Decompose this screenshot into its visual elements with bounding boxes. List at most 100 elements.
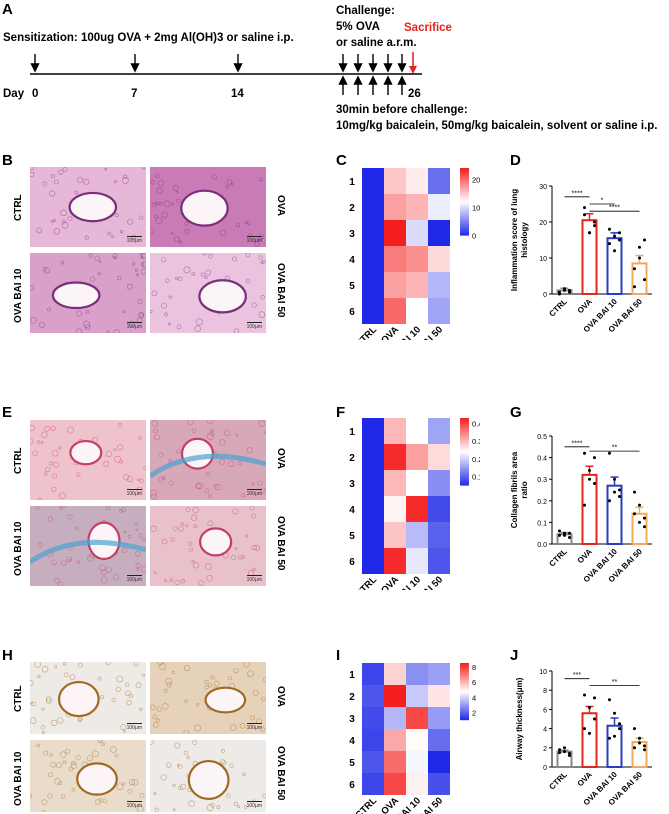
scale-bar: 100μm [246, 489, 262, 497]
data-point [613, 734, 616, 738]
x-tick-label: CTRL [547, 297, 569, 319]
x-tick-label: OVA [576, 297, 594, 315]
data-point [558, 748, 561, 752]
data-point [618, 727, 621, 731]
data-point [643, 748, 646, 752]
heatmap-cell [384, 220, 406, 246]
significance-label: **** [609, 205, 620, 212]
heatmap-cell [406, 444, 428, 470]
pretreatment-title: 30min before challenge: [336, 104, 468, 116]
heatmap-cell [384, 444, 406, 470]
heatmap-cell [428, 298, 450, 324]
data-point [613, 711, 616, 715]
heatmap-cell [384, 707, 406, 729]
data-point [613, 234, 616, 238]
heatmap-cell [428, 246, 450, 272]
heatmap-row-label: 5 [349, 758, 355, 769]
data-point [583, 503, 586, 507]
panel-label-h: H [2, 647, 13, 664]
y-tick-label: 6 [543, 707, 547, 714]
data-point [643, 238, 646, 242]
x-tick-label: CTRL [547, 547, 569, 569]
y-tick-label: 4 [543, 727, 547, 734]
heatmap-cell [428, 663, 450, 685]
data-point [638, 736, 641, 740]
heatmap-cell [428, 685, 450, 707]
injection-arrow [30, 54, 40, 73]
challenge-agent: 5% OVA [336, 21, 380, 33]
injection-arrow [338, 54, 348, 73]
y-axis-label: Airway thickness(μm) [515, 677, 524, 760]
y-tick-label: 0.4 [537, 456, 547, 463]
heatmap-cell [362, 663, 384, 685]
y-tick-label: 0 [543, 765, 547, 772]
heatmap-row-label: 1 [349, 177, 355, 188]
bar [581, 473, 598, 546]
y-tick-label: 10 [539, 669, 547, 676]
day-14: 14 [231, 88, 244, 100]
sacrifice-arrow [409, 52, 417, 74]
scale-bar: 100μm [246, 322, 262, 330]
heatmap-row-label: 1 [349, 427, 355, 438]
significance-label: **** [572, 190, 583, 197]
data-point [643, 744, 646, 748]
data-point [563, 531, 566, 535]
heatmap-row-label: 3 [349, 229, 355, 240]
y-tick-label: 0.5 [537, 434, 547, 441]
colorbar-tick: 10 [472, 203, 480, 212]
heatmap-cell [362, 298, 384, 324]
he-stain-micrograph-ctrl: 100μm [30, 167, 146, 247]
masson-stain-micrograph-ctrl: 100μm [30, 420, 146, 500]
heatmap-col-label: OVA [379, 324, 401, 340]
heatmap-row-label: 5 [349, 281, 355, 292]
significance-label: ** [612, 679, 618, 686]
pretreatment-arrow [338, 75, 348, 95]
heatmap-cell [384, 685, 406, 707]
heatmap-cell [384, 751, 406, 773]
data-point [583, 213, 586, 217]
heatmap-cell [406, 194, 428, 220]
heatmap-cell [406, 751, 428, 773]
heatmap-cell [428, 548, 450, 574]
heatmap-cell [428, 496, 450, 522]
bar [581, 219, 598, 296]
significance-label: ** [612, 445, 618, 452]
panel-label-i: I [336, 647, 341, 664]
significance-label: * [601, 198, 604, 205]
scale-bar: 100μm [126, 489, 142, 497]
heatmap-cell [362, 685, 384, 707]
data-point [558, 292, 561, 296]
data-point [568, 752, 571, 756]
challenge-title: Challenge: [336, 5, 395, 17]
heatmap-cell [428, 194, 450, 220]
heatmap-cell [428, 729, 450, 751]
heatmap-cell [428, 470, 450, 496]
data-point [583, 693, 586, 697]
pretreatment-doses: 10mg/kg baicalein, 50mg/kg baicalein, so… [336, 120, 658, 132]
data-point [558, 751, 561, 755]
group-label-ova-bai-10: OVA BAI 10 [13, 751, 24, 806]
data-point [558, 533, 561, 537]
chart-collagen-ratio: 0.0 0.1 0.2 0.3 0.4 0.5 Collagen fibrils arear… [510, 434, 652, 584]
heatmap-col-label: CTRL [353, 574, 379, 590]
heatmap-cell [406, 496, 428, 522]
y-tick-label: 0.1 [537, 520, 547, 527]
pretreatment-arrow [383, 75, 393, 95]
scale-bar: 100μm [126, 236, 142, 244]
heatmap-row-label: 6 [349, 557, 355, 568]
heatmap-col-label: CTRL [353, 795, 379, 814]
scale-bar: 100μm [246, 236, 262, 244]
heatmap-row-label: 3 [349, 714, 355, 725]
data-point [618, 488, 621, 492]
heatmap-row-label: 4 [349, 505, 355, 516]
heatmap-row-label: 6 [349, 307, 355, 318]
ihc-stain-micrograph-ctrl: 100μm [30, 662, 146, 734]
panel-label-a: A [2, 1, 13, 18]
data-point [633, 267, 636, 271]
masson-stain-micrograph-ova-bai-10: 100μm [30, 506, 146, 586]
heatmap-cell [362, 444, 384, 470]
data-point [643, 278, 646, 282]
he-stain-micrograph-ova-bai-50: 100μm [150, 253, 266, 333]
he-stain-micrograph-ova-bai-10: 100μm [30, 253, 146, 333]
